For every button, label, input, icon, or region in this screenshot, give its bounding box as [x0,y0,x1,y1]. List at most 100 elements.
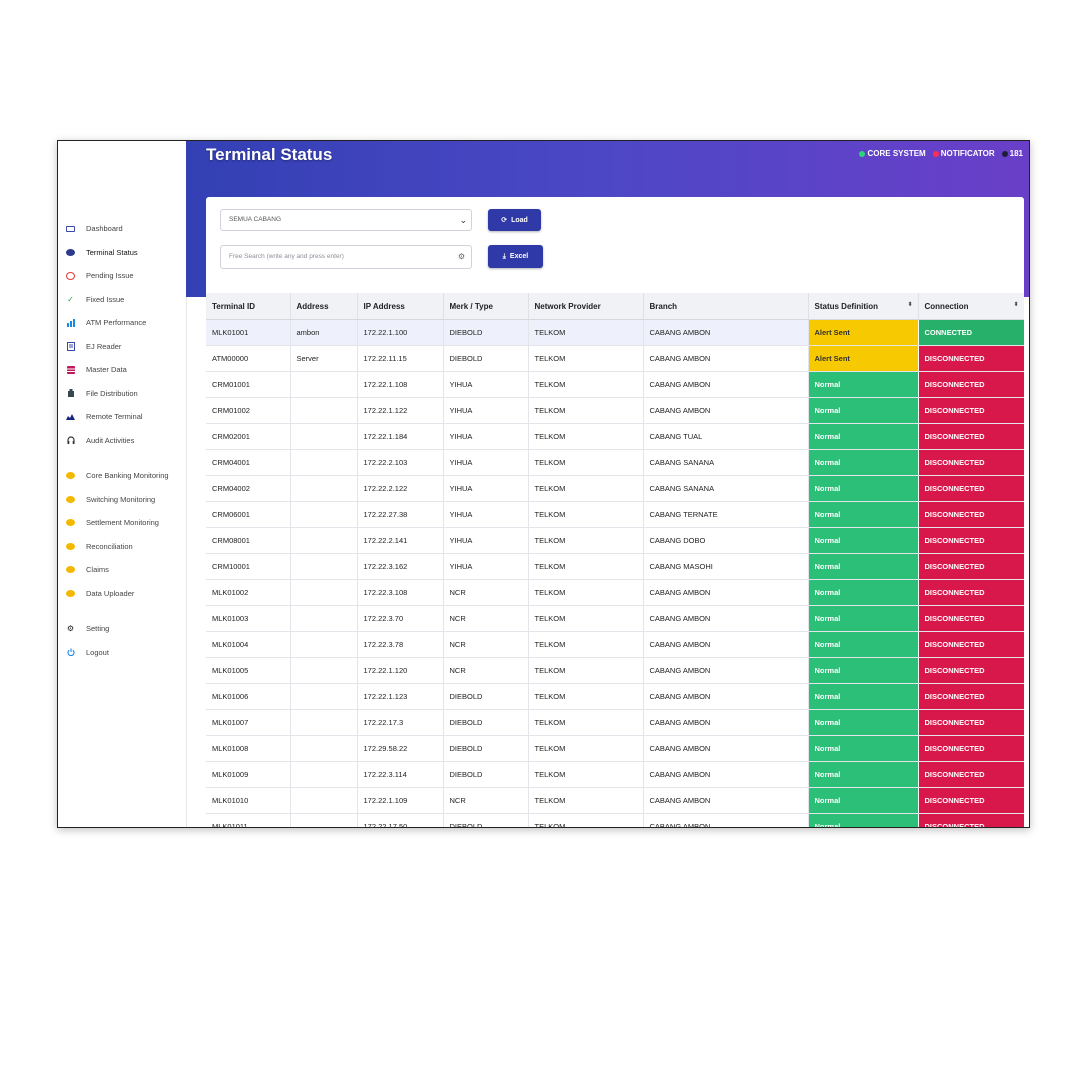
cell-branch: CABANG AMBON [643,657,809,684]
cell-branch: CABANG AMBON [643,397,809,424]
cell-address: Server [290,345,358,372]
cell-ip-address: 172.22.11.15 [357,345,444,372]
cell-terminal-id: MLK01010 [206,787,291,814]
table-row[interactable]: CRM01002 172.22.1.122 YIHUA TELKOM CABANG AM… [206,397,1024,424]
sort-icon[interactable]: ⬍ [907,302,913,308]
status-dot-icon [1001,150,1008,157]
cell-branch: CABANG AMBON [643,735,809,762]
cell-connection: DISCONNECTED [918,631,1024,658]
column-header-address[interactable]: Address [290,293,358,320]
cell-network-provider: TELKOM [528,371,644,398]
sidebar-item-remote-terminal[interactable]: Remote Terminal [58,405,186,429]
table-row[interactable]: MLK01002 172.22.3.108 NCR TELKOM CABANG AMBO… [206,579,1024,606]
cell-network-provider: TELKOM [528,813,644,827]
table-row[interactable]: CRM06001 172.22.27.38 YIHUA TELKOM CABANG TE… [206,501,1024,528]
cell-address [290,579,358,606]
cell-network-provider: TELKOM [528,319,644,346]
cell-address [290,709,358,736]
sidebar-item-label: Data Uploader [86,588,135,598]
sidebar-item-label: Dashboard [86,224,123,234]
table-row[interactable]: CRM10001 172.22.3.162 YIHUA TELKOM CABANG MA… [206,553,1024,580]
column-header-network-provider[interactable]: Network Provider [528,293,644,320]
terminal-icon [66,248,75,256]
notificator-label: NOTIFICATOR [940,149,995,158]
column-header-merk-type[interactable]: Merk / Type [443,293,529,320]
monitoring-icon [66,542,75,550]
cell-merk-type: YIHUA [443,501,529,528]
excel-button[interactable]: ⤓ Excel [488,245,543,268]
cell-address [290,527,358,554]
cell-connection: DISCONNECTED [918,423,1024,450]
sidebar-item-settlement-monitoring[interactable]: Settlement Monitoring [58,511,186,535]
column-header-status-definition[interactable]: Status Definition ⬍ [808,293,919,320]
sidebar-item-pending-issue[interactable]: Pending Issue [58,264,186,288]
sidebar-item-reconciliation[interactable]: Reconciliation [58,535,186,559]
table-row[interactable]: MLK01007 172.22.17.3 DIEBOLD TELKOM CABANG A… [206,709,1024,736]
cell-address [290,683,358,710]
sidebar-menu: Dashboard Terminal Status Pending Issue … [58,217,186,664]
cell-merk-type: DIEBOLD [443,813,529,827]
table-row[interactable]: MLK01009 172.22.3.114 DIEBOLD TELKOM CABANG … [206,761,1024,788]
table-row[interactable]: MLK01004 172.22.3.78 NCR TELKOM CABANG AMBON… [206,631,1024,658]
cell-ip-address: 172.22.3.162 [357,553,444,580]
sidebar-item-fixed-issue[interactable]: ✓ Fixed Issue [58,288,186,312]
sidebar-item-setting[interactable]: ⚙ Setting [58,617,186,641]
table-row[interactable]: CRM04001 172.22.2.103 YIHUA TELKOM CABANG SA… [206,449,1024,476]
table-row[interactable]: MLK01011 172.22.17.50 DIEBOLD TELKOM CABANG … [206,813,1024,827]
table-row[interactable]: CRM01001 172.22.1.108 YIHUA TELKOM CABANG AM… [206,371,1024,398]
search-input[interactable]: Free Search (write any and press enter) … [220,245,472,269]
sidebar-item-data-uploader[interactable]: Data Uploader [58,582,186,606]
sidebar-item-atm-performance[interactable]: ATM Performance [58,311,186,335]
table-row[interactable]: CRM04002 172.22.2.122 YIHUA TELKOM CABANG SA… [206,475,1024,502]
load-button[interactable]: ⟳ Load [488,209,541,231]
table-row[interactable]: CRM02001 172.22.1.184 YIHUA TELKOM CABANG TU… [206,423,1024,450]
cell-address [290,501,358,528]
table-row[interactable]: MLK01006 172.22.1.123 DIEBOLD TELKOM CABANG … [206,683,1024,710]
excel-button-label: Excel [509,253,529,260]
cell-ip-address: 172.22.1.123 [357,683,444,710]
cell-connection: DISCONNECTED [918,787,1024,814]
table-row[interactable]: MLK01005 172.22.1.120 NCR TELKOM CABANG AMBO… [206,657,1024,684]
table-row[interactable]: MLK01010 172.22.1.109 NCR TELKOM CABANG AMBO… [206,787,1024,814]
cell-connection: DISCONNECTED [918,761,1024,788]
sidebar-item-switching-monitoring[interactable]: Switching Monitoring [58,488,186,512]
cell-branch: CABANG AMBON [643,787,809,814]
sidebar-item-ej-reader[interactable]: EJ Reader [58,335,186,359]
branch-select[interactable]: SEMUA CABANG ⌄ [220,209,472,231]
cell-ip-address: 172.22.1.120 [357,657,444,684]
cell-ip-address: 172.22.17.50 [357,813,444,827]
sort-icon[interactable]: ⬍ [1013,302,1019,308]
core-system-label: CORE SYSTEM [867,149,926,158]
cell-connection: DISCONNECTED [918,735,1024,762]
column-header-ip-address[interactable]: IP Address [357,293,444,320]
monitor-icon [66,225,75,232]
gear-icon: ⚙ [66,624,75,634]
cell-branch: CABANG SANANA [643,475,809,502]
cell-branch: CABANG AMBON [643,709,809,736]
sidebar-item-audit-activities[interactable]: Audit Activities [58,429,186,453]
cell-merk-type: DIEBOLD [443,319,529,346]
sidebar-item-dashboard[interactable]: Dashboard [58,217,186,241]
sidebar-item-terminal-status[interactable]: Terminal Status [58,241,186,265]
cell-network-provider: TELKOM [528,605,644,632]
table-row[interactable]: ATM00000 Server 172.22.11.15 DIEBOLD TELKOM C… [206,345,1024,372]
terminal-table-container: Terminal ID Address IP Address Merk / Ty… [206,293,1024,827]
cell-terminal-id: ATM00000 [206,345,291,372]
sidebar-spacer [58,452,186,464]
column-header-terminal-id[interactable]: Terminal ID [206,293,291,320]
column-header-branch[interactable]: Branch [643,293,809,320]
table-body: MLK01001 ambon 172.22.1.100 DIEBOLD TELKOM CA… [206,319,1024,827]
table-row[interactable]: MLK01001 ambon 172.22.1.100 DIEBOLD TELKOM CA… [206,319,1024,346]
cell-terminal-id: MLK01006 [206,683,291,710]
cell-connection: DISCONNECTED [918,345,1024,372]
sidebar-item-logout[interactable]: Logout [58,641,186,665]
table-row[interactable]: CRM08001 172.22.2.141 YIHUA TELKOM CABANG DO… [206,527,1024,554]
sidebar-item-file-distribution[interactable]: File Distribution [58,382,186,406]
sidebar-item-core-banking-monitoring[interactable]: Core Banking Monitoring [58,464,186,488]
cell-merk-type: DIEBOLD [443,735,529,762]
sidebar-item-master-data[interactable]: Master Data [58,358,186,382]
column-header-connection[interactable]: Connection ⬍ [918,293,1024,320]
table-row[interactable]: MLK01003 172.22.3.70 NCR TELKOM CABANG AMBON… [206,605,1024,632]
sidebar-item-claims[interactable]: Claims [58,558,186,582]
table-row[interactable]: MLK01008 172.29.58.22 DIEBOLD TELKOM CABANG … [206,735,1024,762]
